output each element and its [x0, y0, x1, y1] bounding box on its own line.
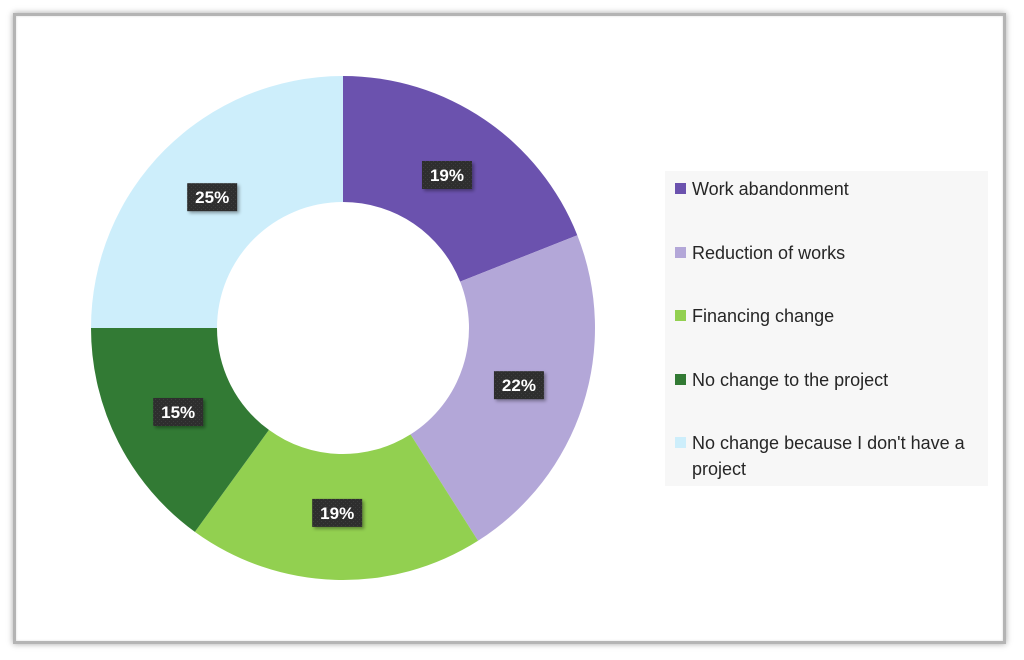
legend-swatch: [675, 183, 686, 194]
legend-label: Reduction of works: [692, 242, 846, 263]
legend-label: Financing change: [692, 306, 835, 326]
slice-no-change-to-the-project: [91, 328, 269, 532]
data-label-box: [153, 397, 204, 426]
data-label-box: [312, 498, 363, 527]
data-label-no-change-to-the-project: 15%: [153, 397, 204, 426]
legend-label: No change to the project: [692, 369, 889, 390]
data-label-box: [421, 160, 472, 189]
legend-swatch: [675, 246, 686, 258]
data-label-financing-change: 19%: [312, 498, 363, 527]
legend-item-financing-change: Financing change: [675, 303, 980, 367]
data-label-text: 25%: [195, 188, 229, 207]
data-label-box: [187, 183, 238, 212]
data-label-no-change-because-i-don-t-have-a-project: 25%: [187, 183, 238, 212]
donut-data-labels: 19% 22% 19% 15% 25%: [153, 160, 544, 527]
legend-item-no-change-to-project: No change to the project: [675, 367, 980, 431]
data-label-text: 22%: [502, 376, 536, 395]
chart-legend: Work abandonment Reduction of works Fina…: [665, 171, 988, 486]
data-label-reduction-of-works: 22%: [493, 371, 544, 400]
legend-swatch: [675, 373, 686, 385]
legend-swatch: [675, 437, 686, 448]
legend-label: Work abandonment: [692, 179, 849, 199]
data-label-work-abandonment: 19%: [421, 160, 472, 189]
data-label-text: 19%: [320, 504, 354, 523]
data-label-text: 15%: [161, 403, 195, 422]
legend-label: No change because I don't have a project: [692, 433, 965, 479]
data-label-box: [493, 371, 544, 400]
legend-item-reduction-of-works: Reduction of works: [675, 240, 980, 304]
data-label-text: 19%: [430, 166, 464, 185]
legend-item-work-abandonment: Work abandonment: [675, 176, 980, 240]
legend-item-no-change-no-project: No change because I don't have a project: [675, 430, 980, 494]
legend-swatch: [675, 310, 686, 321]
